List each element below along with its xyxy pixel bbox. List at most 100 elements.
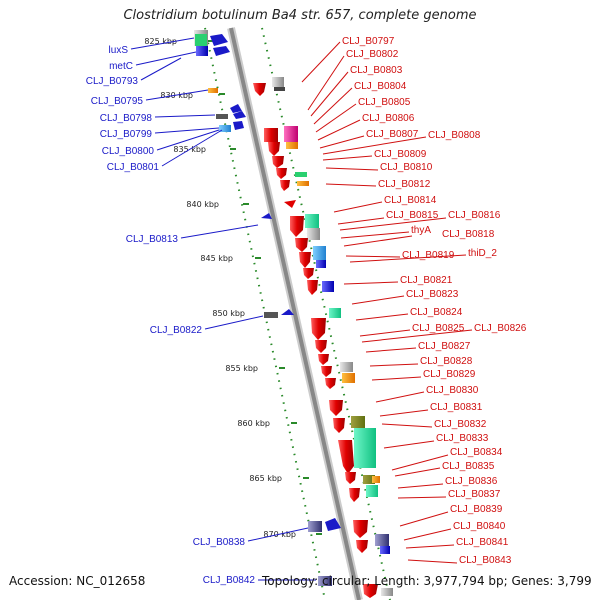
gene-label[interactable]: CLJ_B0837 xyxy=(448,489,501,500)
gene-label[interactable]: CLJ_B0813 xyxy=(126,234,179,245)
gene-block xyxy=(318,576,332,586)
gene-block xyxy=(297,181,309,186)
gene-arrow xyxy=(325,378,336,389)
gene-arrow xyxy=(363,584,378,598)
gene-label[interactable]: metC xyxy=(109,61,133,72)
gene-label[interactable]: CLJ_B0799 xyxy=(100,129,153,140)
gene-label[interactable]: CLJ_B0830 xyxy=(426,385,479,396)
gene-arrow xyxy=(268,142,280,156)
map-title: Clostridium botulinum Ba4 str. 657, comp… xyxy=(123,8,477,23)
gene-label[interactable]: CLJ_B0826 xyxy=(474,323,527,334)
gene-block xyxy=(295,172,307,177)
gene-label[interactable]: CLJ_B0795 xyxy=(91,96,144,107)
gene-label[interactable]: CLJ_B0814 xyxy=(384,195,437,206)
gene-block xyxy=(305,214,319,228)
kbp-label: 860 kbp xyxy=(237,419,270,428)
gene-label[interactable]: CLJ_B0825 xyxy=(412,323,465,334)
gene-block xyxy=(196,46,208,56)
gene-arrow xyxy=(233,111,246,119)
gene-block xyxy=(272,77,284,87)
gene-block xyxy=(340,362,353,372)
gene-label[interactable]: CLJ_B0797 xyxy=(342,36,395,47)
gene-label[interactable]: CLJ_B0832 xyxy=(434,419,487,430)
gene-label[interactable]: CLJ_B0798 xyxy=(100,113,153,124)
right-gene-labels: CLJ_B0797 CLJ_B0802 CLJ_B0803 CLJ_B0804 … xyxy=(342,36,527,566)
kbp-label: 845 kbp xyxy=(200,254,233,263)
gene-block xyxy=(342,373,355,383)
gene-label[interactable]: CLJ_B0834 xyxy=(450,447,503,458)
gene-label[interactable]: CLJ_B0818 xyxy=(442,229,495,240)
gene-label[interactable]: CLJ_B0810 xyxy=(380,162,433,173)
gene-arrow xyxy=(356,540,368,553)
topology-text: Topology: circular; Length: 3,977,794 bp… xyxy=(262,574,592,588)
gene-block xyxy=(286,142,298,149)
gene-label[interactable]: CLJ_B0816 xyxy=(448,210,501,221)
gene-label[interactable]: CLJ_B0804 xyxy=(354,81,407,92)
gene-label[interactable]: CLJ_B0842 xyxy=(203,575,256,586)
gene-label[interactable]: CLJ_B0805 xyxy=(358,97,411,108)
gene-label[interactable]: CLJ_B0838 xyxy=(193,537,246,548)
gene-label[interactable]: CLJ_B0821 xyxy=(400,275,453,286)
gene-arrow xyxy=(345,472,356,484)
gene-label[interactable]: CLJ_B0800 xyxy=(102,146,155,157)
gene-label[interactable]: CLJ_B0841 xyxy=(456,537,509,548)
gene-label[interactable]: CLJ_B0815 xyxy=(386,210,439,221)
gene-label[interactable]: CLJ_B0833 xyxy=(436,433,489,444)
accession-text: Accession: NC_012658 xyxy=(9,574,146,588)
gene-block xyxy=(316,260,326,268)
gene-label[interactable]: CLJ_B0823 xyxy=(406,289,459,300)
gene-label[interactable]: CLJ_B0840 xyxy=(453,521,506,532)
gene-block xyxy=(307,228,320,240)
gene-label[interactable]: CLJ_B0836 xyxy=(445,476,498,487)
gene-arrow xyxy=(325,518,341,531)
gene-label[interactable]: CLJ_B0819 xyxy=(402,250,455,261)
gene-label[interactable]: CLJ_B0829 xyxy=(423,369,476,380)
kbp-label: 850 kbp xyxy=(212,309,245,318)
gene-label[interactable]: CLJ_B0802 xyxy=(346,49,399,60)
gene-label[interactable]: luxS xyxy=(109,45,129,56)
gene-arrow xyxy=(233,121,244,130)
gene-label[interactable]: CLJ_B0822 xyxy=(150,325,203,336)
gene-block xyxy=(354,428,376,468)
gene-arrow xyxy=(318,354,329,365)
gene-block xyxy=(208,88,218,93)
kbp-label: 825 kbp xyxy=(144,37,177,46)
gene-label[interactable]: CLJ_B0807 xyxy=(366,129,419,140)
gene-label[interactable]: CLJ_B0839 xyxy=(450,504,503,515)
gene-arrow xyxy=(261,213,272,219)
gene-label[interactable]: CLJ_B0793 xyxy=(86,76,139,87)
gene-label[interactable]: CLJ_B0843 xyxy=(459,555,512,566)
gene-label[interactable]: thyA xyxy=(411,225,431,236)
genome-backbone xyxy=(227,27,363,600)
gene-label[interactable]: CLJ_B0828 xyxy=(420,356,473,367)
gene-arrow xyxy=(333,418,345,433)
left-gene-labels: luxS metC CLJ_B0793 CLJ_B0795 CLJ_B0798 … xyxy=(86,45,256,586)
gene-block xyxy=(380,546,390,554)
gene-block xyxy=(308,521,322,532)
gene-label[interactable]: CLJ_B0824 xyxy=(410,307,463,318)
gene-label[interactable]: CLJ_B0808 xyxy=(428,130,481,141)
gene-block xyxy=(313,246,326,260)
gene-label[interactable]: CLJ_B0812 xyxy=(378,179,431,190)
gene-label[interactable]: CLJ_B0835 xyxy=(442,461,495,472)
gene-block xyxy=(372,476,380,483)
gene-label[interactable]: CLJ_B0827 xyxy=(418,341,471,352)
gene-arrow xyxy=(290,216,304,237)
gene-label[interactable]: CLJ_B0803 xyxy=(350,65,403,76)
gene-label[interactable]: CLJ_B0806 xyxy=(362,113,415,124)
gene-block xyxy=(375,534,389,546)
gene-label[interactable]: thiD_2 xyxy=(468,248,497,259)
gene-block xyxy=(216,114,228,119)
gene-arrow xyxy=(307,280,318,295)
gene-label[interactable]: CLJ_B0831 xyxy=(430,402,483,413)
gene-block xyxy=(329,308,341,318)
kbp-label: 865 kbp xyxy=(249,474,282,483)
gene-label[interactable]: CLJ_B0809 xyxy=(374,149,427,160)
gene-arrow xyxy=(253,83,266,96)
gene-arrow xyxy=(284,200,296,208)
left-leader-lines xyxy=(130,37,316,581)
gene-block xyxy=(264,128,278,142)
gene-arrow xyxy=(329,400,343,416)
gene-arrow xyxy=(272,156,284,168)
gene-label[interactable]: CLJ_B0801 xyxy=(107,162,160,173)
